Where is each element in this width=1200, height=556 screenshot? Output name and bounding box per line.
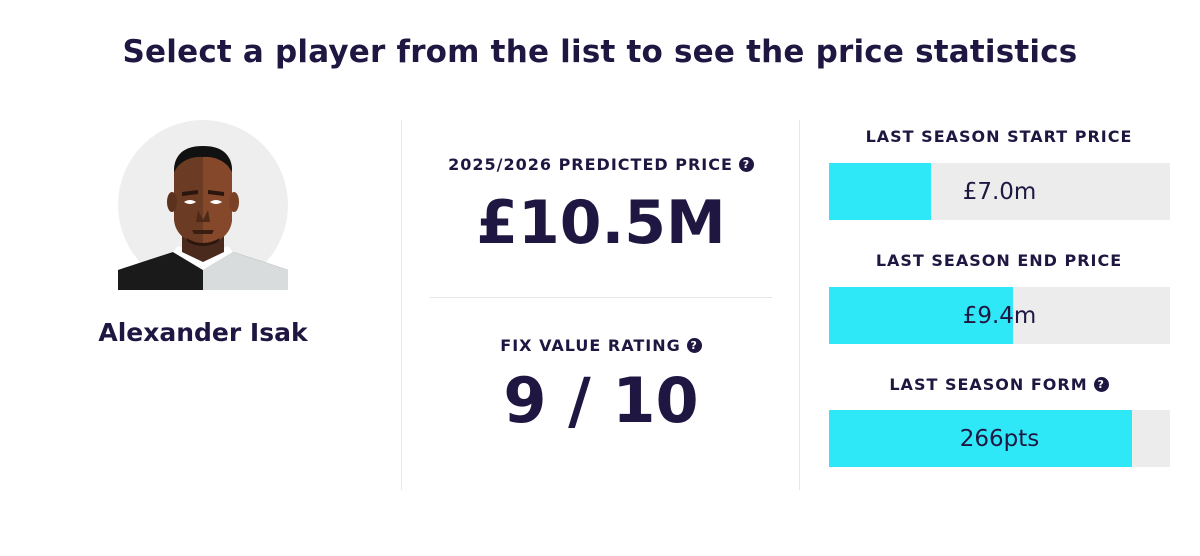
value-rating-label-text: FIX VALUE RATING [500, 336, 681, 355]
stat-bar-fill [829, 410, 1133, 467]
player-avatar-illustration [118, 120, 288, 290]
help-icon[interactable]: ? [686, 338, 702, 353]
column-divider-left [401, 120, 402, 490]
player-name: Alexander Isak [98, 318, 308, 347]
stat-label-end-price: LAST SEASON END PRICE [828, 251, 1170, 270]
predicted-price-value: £10.5M [476, 188, 726, 258]
stat-bar-fill [829, 287, 1014, 344]
column-divider-right [799, 120, 800, 490]
stat-label-start-price: LAST SEASON START PRICE [828, 127, 1170, 146]
predicted-price-label: 2025/2026 PREDICTED PRICE ? [402, 155, 800, 174]
stat-bar-fill [829, 163, 932, 220]
stat-bar-end-price: £9.4m [829, 287, 1170, 344]
stat-bar-form: 266pts [829, 410, 1170, 467]
stat-value: £9.4m [962, 302, 1037, 329]
stat-value: 266pts [959, 425, 1040, 452]
value-rating-value: 9 / 10 [503, 364, 699, 437]
stat-value: £7.0m [962, 178, 1037, 205]
predicted-price-label-text: 2025/2026 PREDICTED PRICE [448, 155, 733, 174]
middle-divider [430, 297, 772, 298]
stat-bar-start-price: £7.0m [829, 163, 1170, 220]
help-icon[interactable]: ? [1093, 377, 1109, 392]
stat-label-form: LAST SEASON FORM ? [828, 375, 1170, 394]
stat-label-text: LAST SEASON END PRICE [875, 251, 1123, 270]
value-rating-label: FIX VALUE RATING ? [402, 336, 800, 355]
player-avatar [118, 120, 288, 290]
page-headline: Select a player from the list to see the… [122, 34, 1078, 70]
help-icon[interactable]: ? [738, 157, 754, 172]
stat-label-text: LAST SEASON START PRICE [865, 127, 1133, 146]
stat-label-text: LAST SEASON FORM [889, 375, 1088, 394]
